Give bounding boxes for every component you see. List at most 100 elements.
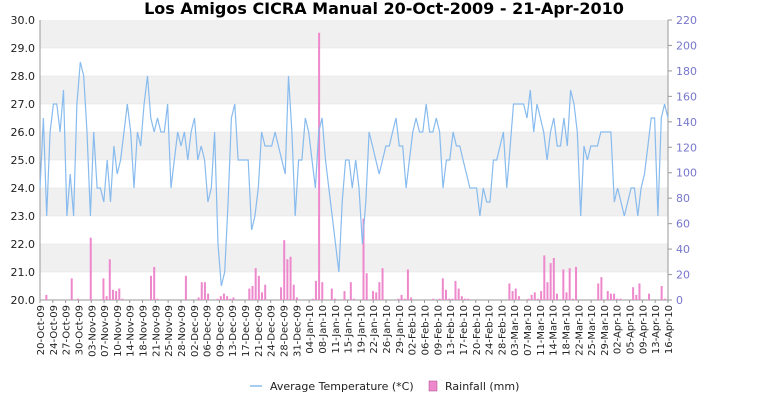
rainfall-bar xyxy=(280,287,283,300)
left-tick-label: 25.0 xyxy=(11,154,36,167)
x-tick-label: 06-Dec-09 xyxy=(203,305,214,357)
x-tick-label: 13-Dec-09 xyxy=(228,305,239,357)
rainfall-bar xyxy=(283,240,286,300)
x-tick-label: 02-Apr-10 xyxy=(613,305,624,354)
x-tick-label: 17-Dec-09 xyxy=(241,305,252,357)
x-tick-label: 25-Mar-10 xyxy=(587,305,598,356)
rainfall-bar xyxy=(451,298,454,300)
left-tick-label: 22.0 xyxy=(11,238,36,251)
left-tick-label: 20.0 xyxy=(11,294,36,307)
rainfall-bar xyxy=(438,298,441,300)
x-tick-label: 10-Nov-09 xyxy=(113,305,124,357)
rainfall-bar xyxy=(536,298,539,300)
rainfall-bar xyxy=(549,263,552,300)
legend-temperature-label: Average Temperature (*C) xyxy=(270,380,414,393)
rainfall-bar xyxy=(102,278,105,300)
rainfall-bar xyxy=(381,268,384,300)
rainfall-bar xyxy=(349,282,352,300)
x-tick-label: 03-Nov-09 xyxy=(87,305,98,357)
left-tick-label: 30.0 xyxy=(11,14,36,27)
right-tick-label: 40 xyxy=(676,243,690,256)
rainfall-bar xyxy=(444,289,447,300)
rainfall-bar xyxy=(546,282,549,300)
rainfall-bar xyxy=(606,291,609,300)
rainfall-bar xyxy=(511,291,514,300)
right-tick-label: 0 xyxy=(676,294,683,307)
rainfall-bar xyxy=(156,298,159,300)
rainfall-bar xyxy=(619,298,622,300)
x-axis-ticks: 20-Oct-09 24-Oct-09 27-Oct-09 30-Oct-09 03-N… xyxy=(36,300,675,357)
rainfall-bar xyxy=(248,288,251,300)
rainfall-bars xyxy=(45,32,666,301)
rainfall-bar xyxy=(264,284,267,300)
right-tick-label: 140 xyxy=(676,116,697,129)
rainfall-bar xyxy=(530,294,533,300)
rainfall-bar xyxy=(514,288,517,300)
rainfall-bar xyxy=(635,294,638,300)
x-tick-label: 28-Dec-09 xyxy=(280,305,291,357)
rainfall-bar xyxy=(441,278,444,300)
x-tick-label: 06-Feb-10 xyxy=(420,305,431,355)
rainfall-bar xyxy=(543,255,546,300)
x-tick-label: 07-Mar-10 xyxy=(523,305,534,356)
x-tick-label: 29-Jan-10 xyxy=(395,305,406,354)
rainfall-bar xyxy=(108,259,111,300)
x-tick-label: 09-Apr-10 xyxy=(638,305,649,354)
grid-band xyxy=(40,20,668,48)
rainfall-bar xyxy=(616,298,619,300)
rainfall-bar xyxy=(229,298,232,300)
rainfall-bar xyxy=(286,259,289,300)
rainfall-bar xyxy=(467,298,470,300)
rainfall-bar xyxy=(226,296,229,300)
x-tick-label: 21-Dec-09 xyxy=(254,305,265,357)
rainfall-bar xyxy=(638,283,641,300)
rainfall-bar xyxy=(289,256,292,300)
x-tick-label: 24-Dec-09 xyxy=(267,305,278,357)
chart-title: Los Amigos CICRA Manual 20-Oct-2009 - 21… xyxy=(144,0,624,18)
rainfall-bar xyxy=(343,291,346,300)
rainfall-bar xyxy=(464,298,467,300)
right-tick-label: 200 xyxy=(676,39,697,52)
rainfall-bar xyxy=(111,289,114,300)
rainfall-bar xyxy=(562,269,565,300)
x-tick-label: 16-Apr-10 xyxy=(664,305,675,354)
rainfall-bar xyxy=(150,275,153,300)
x-tick-label: 31-Dec-09 xyxy=(292,305,303,357)
rainfall-bar xyxy=(397,298,400,300)
rainfall-bar xyxy=(403,298,406,300)
x-tick-label: 11-Mar-10 xyxy=(536,305,547,356)
rainfall-bar xyxy=(632,287,635,300)
x-tick-label: 15-Jan-10 xyxy=(344,305,355,354)
left-tick-label: 27.0 xyxy=(11,98,36,111)
x-tick-label: 20-Feb-10 xyxy=(472,305,483,355)
rainfall-bar xyxy=(77,298,80,300)
rainfall-bar xyxy=(45,294,48,300)
rainfall-bar xyxy=(254,268,257,300)
x-tick-label: 30-Oct-09 xyxy=(74,305,85,355)
x-tick-label: 28-Nov-09 xyxy=(177,305,188,357)
rainfall-bar xyxy=(647,293,650,300)
rainfall-bar xyxy=(660,286,663,300)
x-tick-label: 02-Dec-09 xyxy=(190,305,201,357)
rainfall-bar xyxy=(378,282,381,300)
left-tick-label: 29.0 xyxy=(11,42,36,55)
right-tick-label: 180 xyxy=(676,65,697,78)
rainfall-bar xyxy=(460,296,463,300)
rainfall-bar xyxy=(203,282,206,300)
x-tick-label: 17-Feb-10 xyxy=(459,305,470,355)
left-tick-label: 26.0 xyxy=(11,126,36,139)
rainfall-bar xyxy=(232,297,235,300)
legend-rainfall-swatch xyxy=(428,380,438,392)
x-tick-label: 05-Apr-10 xyxy=(626,305,637,354)
rainfall-bar xyxy=(613,293,616,300)
grid-band xyxy=(40,188,668,216)
right-tick-label: 60 xyxy=(676,218,690,231)
rainfall-bar xyxy=(533,292,536,300)
x-tick-label: 24-Oct-09 xyxy=(49,305,60,355)
rainfall-bar xyxy=(597,283,600,300)
rainfall-bar xyxy=(406,269,409,300)
right-tick-label: 220 xyxy=(676,14,697,27)
x-tick-label: 08-Jan-10 xyxy=(318,305,329,354)
right-tick-label: 120 xyxy=(676,141,697,154)
rainfall-bar xyxy=(555,293,558,300)
